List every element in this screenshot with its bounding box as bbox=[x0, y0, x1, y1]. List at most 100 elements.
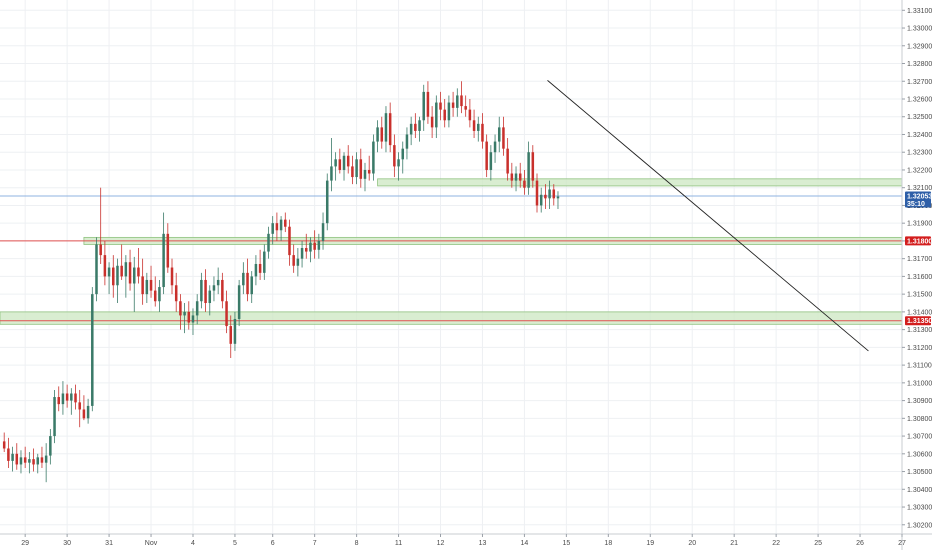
candle bbox=[132, 256, 136, 312]
candle-body bbox=[216, 279, 220, 286]
candle bbox=[200, 272, 203, 309]
candle bbox=[225, 290, 228, 334]
candle-body bbox=[502, 127, 505, 149]
candle-body bbox=[535, 180, 539, 206]
candle bbox=[338, 148, 342, 174]
candle-body bbox=[233, 318, 237, 344]
candle-body bbox=[472, 120, 476, 131]
candle bbox=[145, 272, 149, 304]
candle bbox=[506, 138, 509, 181]
candle bbox=[229, 315, 233, 359]
candle bbox=[153, 276, 157, 307]
candle-body bbox=[70, 393, 73, 401]
candle-body bbox=[120, 265, 123, 277]
candle bbox=[296, 248, 300, 277]
candle bbox=[263, 244, 266, 280]
candle-body bbox=[430, 116, 434, 128]
candle-body bbox=[141, 276, 144, 295]
candle-body bbox=[539, 194, 543, 206]
candle bbox=[409, 116, 413, 146]
candle bbox=[49, 428, 52, 465]
x-tick-label: 18 bbox=[604, 540, 612, 547]
candle bbox=[359, 148, 363, 188]
candle bbox=[99, 187, 102, 264]
candle bbox=[57, 386, 60, 412]
x-tick-label: 21 bbox=[730, 540, 738, 547]
candle-body bbox=[313, 242, 316, 250]
candle bbox=[120, 244, 123, 280]
candle-body bbox=[346, 155, 350, 167]
candle-body bbox=[15, 453, 19, 465]
price-tag-bg bbox=[905, 191, 931, 208]
candle bbox=[523, 169, 526, 195]
y-tick-label: 1.31400 bbox=[907, 309, 932, 316]
candle bbox=[330, 138, 333, 192]
candle-body bbox=[195, 301, 199, 316]
y-tick-label: 1.30500 bbox=[907, 469, 932, 476]
candle-body bbox=[212, 285, 216, 291]
candle bbox=[187, 301, 191, 330]
candle bbox=[44, 443, 48, 483]
candle-body bbox=[439, 102, 442, 110]
candle bbox=[2, 432, 6, 453]
candle bbox=[397, 152, 400, 181]
candle-body bbox=[103, 255, 107, 277]
x-tick-label: 6 bbox=[271, 540, 275, 547]
y-tick-label: 1.30300 bbox=[907, 505, 932, 512]
candle-body bbox=[376, 127, 379, 142]
candle bbox=[53, 389, 56, 444]
candle-body bbox=[99, 244, 102, 256]
candle-body bbox=[451, 102, 455, 108]
price-tag-bg bbox=[905, 236, 931, 246]
candle bbox=[124, 255, 128, 298]
y-tick-label: 1.31700 bbox=[907, 256, 932, 263]
candle-body bbox=[367, 169, 371, 174]
candle-body bbox=[162, 233, 165, 288]
candle bbox=[325, 173, 329, 231]
y-tick-label: 1.31200 bbox=[907, 345, 932, 352]
candle-body bbox=[388, 113, 392, 146]
candle bbox=[405, 127, 409, 160]
candle-body bbox=[527, 152, 530, 188]
x-tick-label: 26 bbox=[856, 540, 864, 547]
candle bbox=[493, 134, 497, 163]
candle-body bbox=[11, 453, 14, 461]
candle bbox=[40, 446, 44, 469]
candle bbox=[70, 388, 73, 415]
candle bbox=[367, 155, 371, 181]
y-tick-label: 1.32600 bbox=[907, 96, 932, 103]
y-tick-label: 1.32200 bbox=[907, 167, 932, 174]
candle-body bbox=[422, 91, 425, 121]
candle bbox=[61, 381, 65, 415]
candle bbox=[78, 389, 81, 428]
candle bbox=[372, 134, 375, 181]
candle bbox=[267, 226, 270, 259]
candle bbox=[28, 452, 31, 474]
candle bbox=[363, 162, 367, 192]
candle-body bbox=[460, 95, 463, 107]
y-tick-label: 1.30200 bbox=[907, 522, 932, 529]
candle bbox=[32, 448, 35, 472]
candle-body bbox=[372, 141, 375, 174]
candle-body bbox=[174, 285, 178, 302]
candle-body bbox=[263, 251, 266, 273]
candle bbox=[439, 91, 442, 121]
candle-body bbox=[435, 102, 438, 128]
trendline bbox=[547, 80, 869, 352]
price-tag: 1.31800 bbox=[905, 236, 932, 246]
candle-body bbox=[531, 152, 535, 181]
candle-body bbox=[405, 134, 409, 149]
zone-rect bbox=[377, 178, 903, 187]
candle-body bbox=[74, 393, 77, 403]
candle-body bbox=[284, 219, 287, 227]
x-tick-label: 14 bbox=[521, 540, 529, 547]
candle-body bbox=[86, 405, 90, 419]
candle-body bbox=[556, 196, 560, 199]
candle-body bbox=[342, 155, 346, 170]
candle bbox=[11, 446, 14, 472]
candle bbox=[414, 113, 417, 139]
candle-body bbox=[456, 95, 459, 108]
candle bbox=[237, 279, 241, 327]
